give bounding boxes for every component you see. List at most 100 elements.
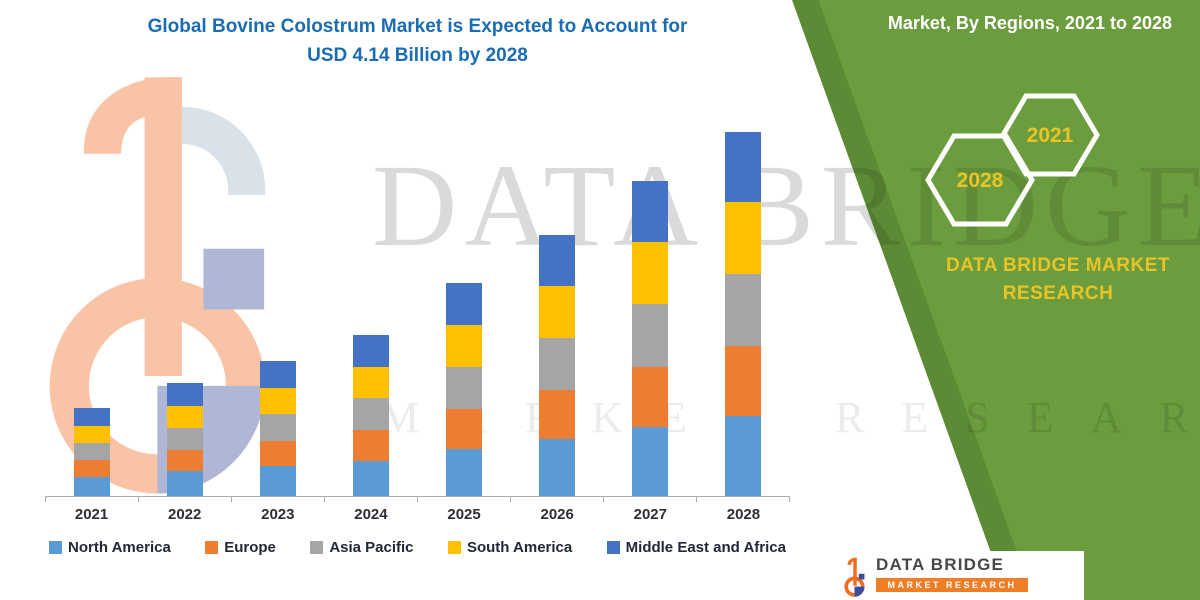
x-axis-tick xyxy=(418,497,511,502)
x-axis-label: 2022 xyxy=(168,506,202,523)
stacked-bar-2021 xyxy=(73,408,110,496)
segment-europe xyxy=(352,430,389,461)
bar-column xyxy=(697,131,790,496)
segment-middle-east-and-africa xyxy=(73,408,110,426)
segment-asia-pacific xyxy=(632,304,669,367)
chart-title: Global Bovine Colostrum Market is Expect… xyxy=(45,12,790,71)
segment-middle-east-and-africa xyxy=(352,334,389,367)
segment-south-america xyxy=(725,202,762,275)
segment-middle-east-and-africa xyxy=(725,131,762,203)
x-axis-tick xyxy=(232,497,325,502)
footer-brand-name: DATA BRIDGE xyxy=(876,555,1005,574)
legend-swatch xyxy=(49,541,62,554)
x-axis-ticks xyxy=(45,497,790,502)
hexagon-2028 xyxy=(925,133,1035,227)
bar-column xyxy=(418,283,511,496)
segment-europe xyxy=(446,408,483,450)
stacked-bar-2024 xyxy=(352,334,389,496)
segment-north-america xyxy=(73,476,110,496)
brand-text: DATA BRIDGE MARKET RESEARCH xyxy=(946,255,1170,304)
segment-north-america xyxy=(259,466,296,496)
footer-logo: DATA BRIDGE MARKET RESEARCH xyxy=(832,551,1084,600)
legend-item-middle-east-and-africa: Middle East and Africa xyxy=(606,539,786,556)
stacked-bar-2026 xyxy=(539,234,576,496)
segment-middle-east-and-africa xyxy=(259,360,296,388)
x-axis-label: 2028 xyxy=(726,506,761,523)
bar-column xyxy=(511,234,604,496)
x-axis-labels: 2021 2022 2023 2024 2025 2026 2027 2028 xyxy=(45,506,790,523)
segment-north-america xyxy=(725,415,762,496)
hexagon-year-back: 2028 xyxy=(957,169,1004,192)
x-axis-tick xyxy=(46,497,139,502)
segment-south-america xyxy=(259,387,296,415)
data-bridge-logo-icon xyxy=(844,557,865,597)
hexagon-year-badges: 2028 2021 xyxy=(925,93,1100,227)
bar-chart: 2021 2022 2023 2024 2025 2026 2027 2028 North A… xyxy=(45,120,790,556)
chart-title-line2: USD 4.14 Billion by 2028 xyxy=(307,45,528,67)
legend-item-europe: Europe xyxy=(205,539,276,556)
segment-asia-pacific xyxy=(73,443,110,460)
legend-label: Middle East and Africa xyxy=(625,539,786,556)
x-axis-tick xyxy=(139,497,232,502)
segment-middle-east-and-africa xyxy=(446,283,483,325)
bar-column xyxy=(324,334,417,496)
segment-europe xyxy=(632,366,669,427)
hexagon-2021 xyxy=(1000,93,1100,177)
segment-south-america xyxy=(166,406,203,429)
segment-asia-pacific xyxy=(539,337,576,390)
footer-brand-sub: MARKET RESEARCH xyxy=(876,578,1028,592)
stacked-bar-2023 xyxy=(259,360,296,496)
x-axis-label: 2021 xyxy=(74,506,109,523)
legend-swatch xyxy=(447,541,461,554)
x-axis-label: 2023 xyxy=(261,506,295,523)
plot-area xyxy=(45,120,790,497)
legend: North America Europe Asia Pacific South Ame… xyxy=(45,539,790,556)
segment-south-america xyxy=(539,285,576,338)
bar-column xyxy=(604,181,697,496)
segment-asia-pacific xyxy=(166,428,203,451)
panel-heading: Market, By Regions, 2021 to 2028 xyxy=(887,13,1172,33)
segment-north-america xyxy=(539,438,576,496)
segment-europe xyxy=(539,389,576,439)
segment-europe xyxy=(259,440,296,467)
segment-south-america xyxy=(73,425,110,444)
legend-item-asia-pacific: Asia Pacific xyxy=(310,539,414,556)
segment-europe xyxy=(73,459,110,477)
segment-middle-east-and-africa xyxy=(539,234,576,286)
x-axis-label: 2027 xyxy=(633,506,667,523)
segment-asia-pacific xyxy=(259,414,296,441)
x-axis-tick xyxy=(511,497,604,502)
stacked-bar-2022 xyxy=(166,383,203,496)
bar-column xyxy=(138,383,231,496)
bar-column xyxy=(45,408,138,496)
segment-north-america xyxy=(446,449,483,496)
x-axis-tick xyxy=(325,497,418,502)
legend-label: Europe xyxy=(224,539,276,556)
segment-europe xyxy=(166,450,203,472)
legend-label: Asia Pacific xyxy=(329,539,414,556)
segment-asia-pacific xyxy=(725,274,762,347)
segment-asia-pacific xyxy=(352,398,389,431)
segment-south-america xyxy=(352,366,389,399)
legend-label: South America xyxy=(466,539,573,556)
stacked-bar-2027 xyxy=(632,181,669,496)
chart-title-line1: Global Bovine Colostrum Market is Expect… xyxy=(147,16,688,37)
stacked-bar-2028 xyxy=(725,131,762,496)
segment-north-america xyxy=(632,426,669,496)
legend-swatch xyxy=(310,541,324,554)
x-axis-label: 2026 xyxy=(540,506,574,523)
x-axis-tick xyxy=(697,497,790,502)
segment-north-america xyxy=(352,460,389,496)
segment-asia-pacific xyxy=(446,366,483,409)
x-axis-label: 2025 xyxy=(447,506,481,523)
legend-item-south-america: South America xyxy=(447,539,573,556)
segment-middle-east-and-africa xyxy=(166,383,203,407)
segment-europe xyxy=(725,346,762,416)
bar-column xyxy=(231,360,324,496)
segment-north-america xyxy=(166,471,203,496)
x-axis-label: 2024 xyxy=(354,506,388,523)
hexagon-year-front: 2021 xyxy=(1027,124,1074,147)
legend-item-north-america: North America xyxy=(49,539,171,556)
legend-label: North America xyxy=(68,539,171,556)
